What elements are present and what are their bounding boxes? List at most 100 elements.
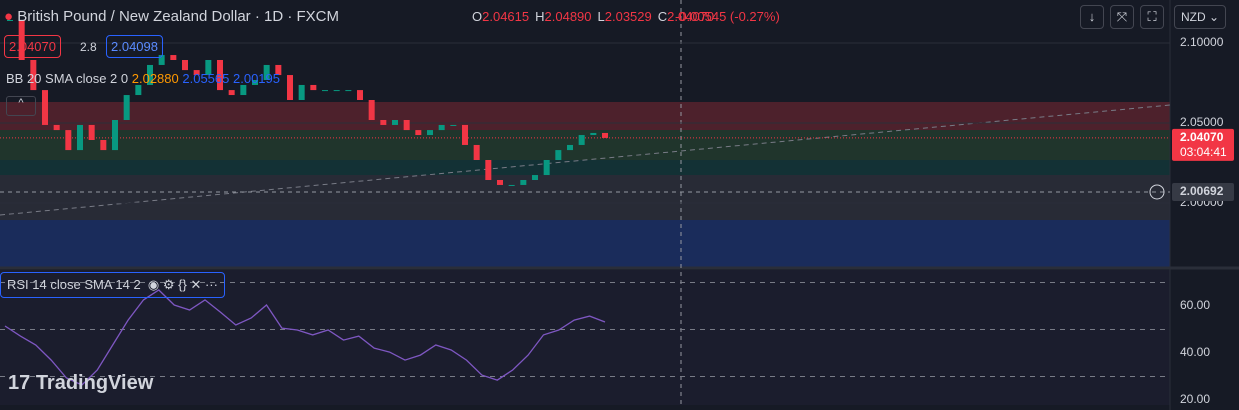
candle <box>333 90 340 92</box>
ohlc-label: O <box>472 9 483 24</box>
candle <box>158 55 165 65</box>
rsi-tick-label: 20.00 <box>1180 392 1210 406</box>
bb-legend: BB 20 SMA close 2 0 2.02880 2.05565 2.00… <box>6 71 280 86</box>
symbol-title: ● British Pound / New Zealand Dollar · 1… <box>4 8 340 25</box>
ohlc-label: L <box>597 9 605 24</box>
branding: TradingView <box>35 372 154 394</box>
candle <box>298 84 305 100</box>
candle <box>508 184 515 186</box>
bb-label: BB 20 SMA close 2 0 <box>6 71 129 86</box>
candle <box>368 100 375 120</box>
candle <box>543 160 550 176</box>
candle <box>65 130 72 151</box>
candle <box>123 95 130 120</box>
zone-red <box>0 102 1170 130</box>
candle <box>473 144 480 160</box>
price-tick-label: 2.05000 <box>1180 115 1224 129</box>
candle <box>578 135 585 145</box>
candle <box>18 20 25 60</box>
candle <box>427 130 433 136</box>
candle <box>42 90 48 125</box>
candle <box>135 84 142 96</box>
rsi-label: RSI 14 close SMA 14 2 <box>7 277 141 292</box>
candle <box>275 64 282 76</box>
candle <box>555 150 562 160</box>
candle <box>590 132 597 136</box>
candle <box>7 20 13 21</box>
candle <box>240 84 247 96</box>
candle <box>450 124 457 126</box>
buy-button[interactable]: 2.04098 <box>106 35 163 58</box>
candle <box>147 64 153 85</box>
add-alert-button[interactable] <box>1149 184 1165 200</box>
candle <box>228 90 235 96</box>
candle <box>357 90 363 100</box>
candle <box>88 124 95 140</box>
candle <box>415 130 422 136</box>
fullscreen-button[interactable]: ⛶ <box>1140 5 1164 29</box>
candle <box>520 180 527 185</box>
candle <box>462 124 468 145</box>
candle <box>567 144 573 151</box>
rsi-pane <box>0 270 1170 405</box>
bb-upper: 2.05565 <box>182 71 230 86</box>
candle <box>30 60 37 91</box>
bb-lower: 2.00195 <box>233 71 280 86</box>
down-button[interactable]: ↓ <box>1080 5 1104 29</box>
trend-line <box>0 104 1171 216</box>
crosshair-label: 2.00692 <box>1180 184 1224 198</box>
bb-basis: 2.02880 <box>131 71 179 86</box>
currency: NZD <box>1181 10 1206 24</box>
candle <box>205 60 212 76</box>
last-price-label: 2.04070 <box>1180 130 1224 144</box>
candle <box>322 90 328 92</box>
ohlc-label: H <box>535 9 545 24</box>
scale-button[interactable]: ⤧ <box>1110 5 1134 29</box>
candle <box>392 120 398 125</box>
candle <box>182 60 188 71</box>
ohlc: O2.04615 H2.04890 L2.03529 C2.04070 <box>472 9 720 24</box>
ohlc-value: 2.04890 <box>544 9 592 24</box>
ohlc-value: 2.04615 <box>482 9 530 24</box>
candle <box>532 175 538 180</box>
rsi-tick-label: 60.00 <box>1180 298 1210 312</box>
crosshair-box <box>1172 182 1234 201</box>
candle <box>100 140 107 151</box>
candle <box>438 124 445 131</box>
rsi-icons[interactable]: ◉ ⚙ {} ✕ ··· <box>144 277 218 292</box>
zone-teal <box>0 160 1170 175</box>
price-tick-label: 2.10000 <box>1180 35 1224 49</box>
sell-button[interactable]: 2.04070 <box>4 35 61 58</box>
candle <box>310 84 317 91</box>
collapse-button[interactable]: ^ <box>6 96 36 116</box>
candle <box>170 55 177 60</box>
zone-blue <box>0 220 1170 268</box>
candle <box>380 120 387 125</box>
candle <box>217 60 223 91</box>
change: -0.00545 (-0.27%) <box>675 9 780 24</box>
candle <box>345 90 352 92</box>
countdown: 03:04:41 <box>1180 145 1227 159</box>
ohlc-value: 2.03529 <box>604 9 652 24</box>
candle <box>497 180 503 185</box>
candle <box>263 64 270 80</box>
candle <box>252 80 258 85</box>
candle <box>77 124 83 151</box>
candle <box>193 70 200 76</box>
last-price-box <box>1172 128 1234 161</box>
rsi-tick-label: 40.00 <box>1180 345 1210 359</box>
ohlc-value: 2.04070 <box>667 9 715 24</box>
candle <box>112 120 118 151</box>
candle <box>403 120 410 131</box>
currency-select[interactable]: NZD ⌄ <box>1174 5 1227 29</box>
candle <box>53 124 60 131</box>
ohlc-label: C <box>657 9 668 24</box>
rsi-line <box>4 289 606 386</box>
zone-green <box>0 130 1170 160</box>
zone-grey <box>0 175 1170 220</box>
rsi-legend: RSI 14 close SMA 14 2 ◉ ⚙ {} ✕ ··· <box>0 272 225 298</box>
logo: 17 TradingView <box>8 372 154 394</box>
symbol: British Pound / New Zealand Dollar · 1D … <box>17 8 340 25</box>
